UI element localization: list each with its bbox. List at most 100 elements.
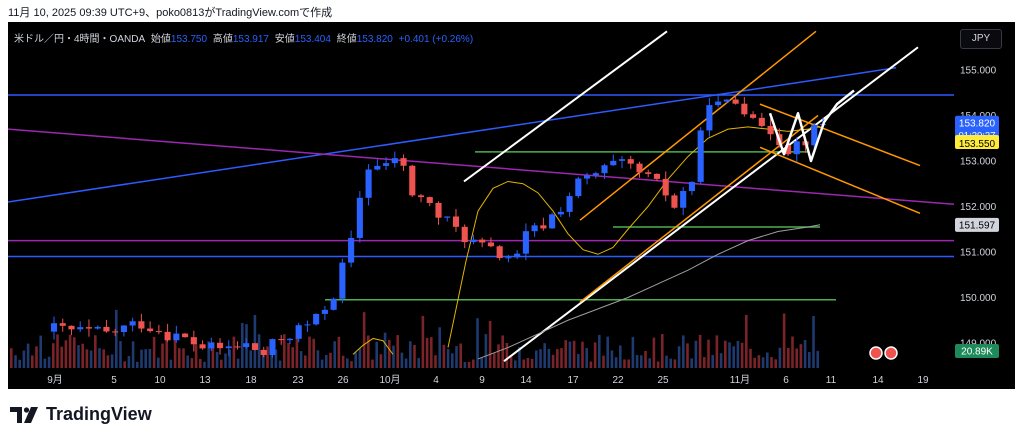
trend-line-orange-upper[interactable] [579, 30, 817, 221]
volume-bar [539, 349, 542, 368]
candle-body [182, 333, 189, 338]
volume-bar [215, 351, 219, 368]
volume-bar [602, 355, 605, 368]
chart-area[interactable]: 米ドル／円・4時間・OANDA 始値153.750 高値153.917 安値15… [8, 22, 1015, 389]
candle-body [732, 99, 739, 104]
volume-bar [308, 336, 311, 368]
candle-body [575, 178, 582, 197]
trend-line-white-lower[interactable] [503, 46, 919, 362]
moving-average-yellow [447, 126, 821, 348]
volume-bar [35, 346, 38, 368]
volume-bar [661, 334, 664, 368]
volume-bar [627, 359, 630, 368]
volume-bar [803, 339, 807, 368]
volume-bar [228, 349, 231, 368]
candle-body [120, 325, 127, 332]
candle-body [400, 158, 407, 166]
candle-body [155, 331, 162, 333]
volume-bar [463, 361, 467, 368]
volume-bar [186, 355, 189, 368]
volume-bar [262, 349, 265, 368]
trend-line-orange-flag-top[interactable] [759, 103, 921, 167]
ma-price-value: 151.597 [959, 220, 996, 231]
candle-body [610, 160, 617, 166]
volume-bar [102, 349, 105, 368]
volume-bar [333, 341, 336, 368]
volume-bar [740, 342, 744, 368]
trend-line-blue-ascending[interactable] [8, 66, 897, 203]
moving-average-gray [477, 224, 821, 360]
scenario-zigzag[interactable] [768, 89, 855, 163]
x-tick-label: 19 [917, 375, 929, 386]
trend-line-purple-descending[interactable] [8, 128, 955, 205]
price-chart[interactable]: 155.000154.000153.000152.000151.000150.0… [8, 22, 1015, 389]
volume-bar [190, 358, 194, 368]
volume-bar [127, 355, 131, 368]
candle-body [566, 196, 573, 212]
volume-bar [346, 358, 349, 368]
volume-bar [644, 350, 647, 368]
volume-bar [123, 361, 126, 368]
x-tick-label: 13 [199, 375, 211, 386]
volume-bar [724, 340, 727, 368]
volume-bar [39, 335, 42, 368]
trend-line-orange-flag-bottom[interactable] [759, 146, 921, 215]
open-label: 始値 [150, 34, 171, 45]
volume-bar [577, 354, 580, 368]
volume-bar [434, 355, 437, 368]
volume-bar [585, 348, 588, 368]
volume-bar [497, 344, 500, 368]
economic-event-icon[interactable] [869, 346, 883, 360]
volume-bar [682, 335, 685, 368]
volume-value: 20.89K [961, 347, 993, 358]
volume-bar [115, 309, 118, 368]
volume-bar [77, 345, 80, 368]
x-tick-label: 11月 [730, 374, 750, 386]
volume-bar [677, 346, 681, 368]
volume-bar [694, 340, 698, 368]
candle-body [653, 173, 661, 179]
volume-bar [56, 334, 59, 368]
candle-body [496, 246, 503, 258]
volume-bar [501, 335, 504, 368]
trend-line-white-upper[interactable] [463, 30, 668, 183]
volume-bar [606, 336, 609, 368]
candle-body [348, 237, 355, 263]
currency-button[interactable]: JPY [960, 29, 1002, 49]
volume-bar [236, 358, 240, 368]
volume-bar [535, 350, 538, 368]
volume-bar [446, 349, 450, 368]
volume-bar [493, 353, 496, 368]
candle-body [374, 165, 381, 170]
y-tick-label: 151.000 [960, 248, 997, 259]
volume-bar [60, 346, 63, 368]
x-tick-label: 14 [520, 375, 532, 386]
x-tick-label: 26 [337, 375, 349, 386]
volume-bar [64, 340, 68, 368]
candle-body [426, 197, 433, 203]
tradingview-logo[interactable]: TradingView [10, 404, 152, 425]
volume-bar [484, 334, 488, 368]
candle-body [601, 165, 608, 174]
volume-bar [249, 350, 252, 368]
volume-bar [686, 343, 689, 368]
volume-bar [341, 355, 345, 368]
volume-bar [581, 341, 584, 368]
x-tick-label: 10月 [379, 374, 400, 386]
volume-bar [732, 346, 735, 368]
candle-body [784, 145, 792, 155]
candle-body [645, 172, 652, 174]
ma-price-tag [955, 217, 999, 232]
candle-body [77, 327, 84, 330]
candle-body [505, 257, 512, 259]
x-tick-label: 5 [111, 375, 117, 386]
volume-bar [610, 350, 614, 368]
candle-body [688, 181, 695, 192]
volume-bar [199, 358, 202, 368]
economic-event-icon[interactable] [884, 346, 898, 360]
volume-bar [232, 336, 236, 368]
volume-bar [640, 355, 643, 368]
volume-bar [400, 352, 404, 368]
candle-body [549, 214, 556, 229]
trend-line-orange-lower[interactable] [579, 114, 819, 303]
